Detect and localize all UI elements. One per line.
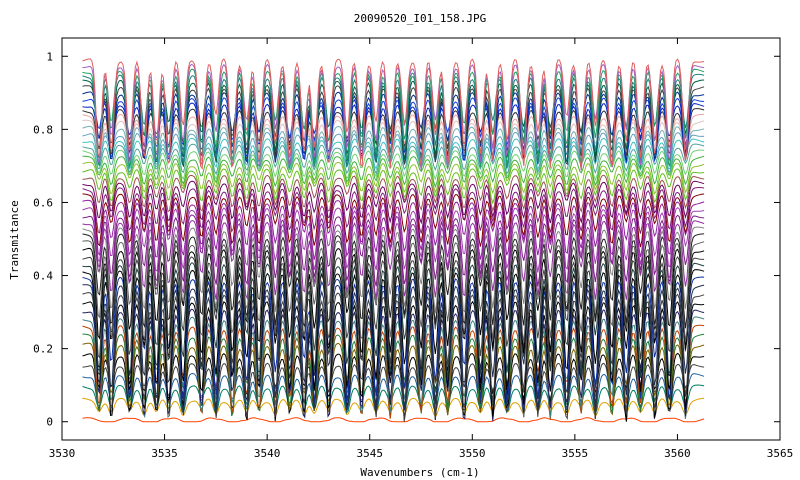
series-line [82,137,705,171]
x-tick-label: 3565 [767,447,794,460]
x-tick-label: 3560 [664,447,691,460]
series-line [82,397,705,418]
series-line [82,161,705,196]
series-line [82,193,705,248]
series-line [82,220,705,301]
y-tick-label: 1 [46,50,53,63]
x-tick-label: 3530 [49,447,76,460]
series-line [82,149,705,182]
series-line [82,168,705,205]
ticks-layer: 3530 3535 3540 3545 3550 3555 3560 3565 0 0.2 0.4 0… [33,38,793,460]
plot-frame [61,37,781,441]
y-tick-label: 0 [46,416,53,429]
series-line [82,417,705,423]
x-tick-label: 3540 [254,447,281,460]
y-tick-label: 0.2 [33,343,53,356]
series-line [82,187,705,234]
y-tick-label: 0.8 [33,123,53,136]
series-layer [82,58,705,423]
series-line [82,143,705,176]
series-line [82,384,705,415]
x-axis-label: Wavenumbers (cm-1) [360,466,479,479]
x-tick-label: 3550 [459,447,486,460]
series-line [82,174,705,213]
series-line [82,199,705,260]
y-tick-label: 0.6 [33,196,53,209]
x-tick-label: 3535 [151,447,178,460]
y-axis-label: Transmitance [8,200,21,279]
y-tick-label: 0.4 [33,270,53,283]
series-line [82,180,705,225]
series-line [82,58,705,171]
x-tick-label: 3555 [562,447,589,460]
chart-title: 20090520_I01_158.JPG [354,12,486,25]
series-line [82,155,705,189]
x-tick-label: 3545 [356,447,383,460]
